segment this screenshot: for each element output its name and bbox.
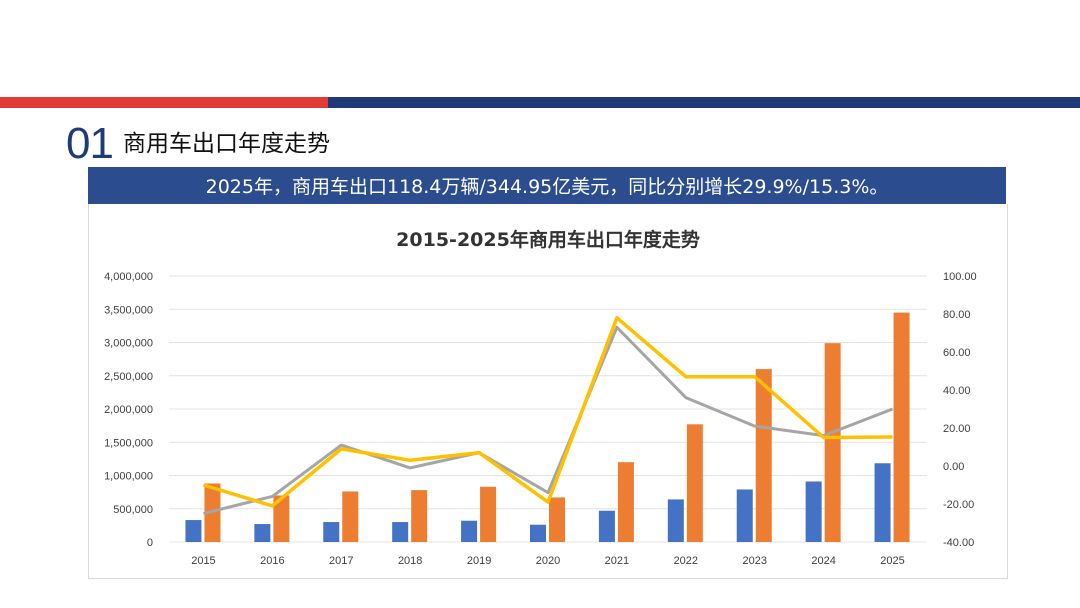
bar-volume [874, 463, 891, 542]
bar-value [893, 312, 910, 542]
y-left-tick-label: 1,500,000 [104, 437, 153, 449]
y-right-tick-label: 60.00 [943, 347, 971, 359]
bar-value [824, 343, 841, 542]
bar-volume [805, 481, 822, 542]
x-tick-label: 2020 [536, 555, 560, 567]
summary-band: 2025年，商用车出口118.4万辆/344.95亿美元，同比分别增长29.9%… [88, 167, 1006, 204]
x-tick-label: 2023 [742, 555, 766, 567]
y-right-tick-label: 100.00 [943, 271, 977, 283]
y-right-tick-label: 40.00 [943, 385, 971, 397]
y-left-tick-label: 3,500,000 [104, 304, 153, 316]
bar-volume [323, 522, 340, 542]
section-number: 01 [66, 119, 114, 168]
y-right-tick-label: 0.00 [943, 461, 964, 473]
x-tick-label: 2018 [398, 555, 422, 567]
x-tick-label: 2024 [811, 555, 835, 567]
y-left-tick-label: 1,000,000 [104, 471, 153, 483]
x-tick-label: 2022 [674, 555, 698, 567]
bar-volume [736, 489, 753, 542]
chart: 2015-2025年商用车出口年度走势 0 500,000 1,000,000 1,5… [104, 228, 977, 567]
bar-volume [392, 522, 409, 542]
bar-value [755, 369, 772, 542]
bar-value [686, 424, 703, 542]
y-right-tick-label: 80.00 [943, 309, 971, 321]
header-stripe-blue [328, 97, 1080, 108]
bar-value [411, 490, 428, 542]
x-tick-label: 2021 [605, 555, 629, 567]
y-right-tick-label: 20.00 [943, 423, 971, 435]
y-left-tick-label: 2,000,000 [104, 404, 153, 416]
bar-value [480, 486, 497, 542]
y-left-tick-label: 500,000 [113, 504, 153, 516]
x-tick-label: 2015 [191, 555, 215, 567]
y-left-tick-label: 4,000,000 [104, 271, 153, 283]
bar-volume [530, 524, 546, 542]
bar-value [342, 491, 359, 542]
bar-volume [598, 510, 615, 542]
summary-text: 2025年，商用车出口118.4万辆/344.95亿美元，同比分别增长29.9%… [205, 176, 889, 198]
x-tick-label: 2019 [467, 555, 491, 567]
bar-volume [667, 499, 684, 542]
bar-volume [254, 524, 271, 542]
y-left-tick-label: 2,500,000 [104, 371, 153, 383]
x-tick-label: 2017 [329, 555, 353, 567]
y-left-tick-label: 3,000,000 [104, 338, 153, 350]
y-left-tick-label: 0 [147, 537, 153, 549]
bar-value [549, 497, 565, 542]
x-tick-label: 2016 [260, 555, 284, 567]
y-right-tick-label: -40.00 [943, 537, 974, 549]
bar-volume [185, 520, 202, 542]
section-heading: 01 商用车出口年度走势 [66, 122, 330, 166]
y-right-tick-label: -20.00 [943, 499, 974, 511]
bar-volume [461, 520, 478, 542]
bar-value [617, 462, 634, 542]
bar-value [273, 495, 290, 542]
section-title: 商用车出口年度走势 [122, 131, 330, 157]
growth-line-gray [203, 325, 894, 515]
x-tick-label: 2025 [880, 555, 904, 567]
growth-line-yellow [202, 316, 893, 508]
header-stripe-red [0, 97, 328, 108]
chart-title: 2015-2025年商用车出口年度走势 [396, 228, 700, 251]
chart-card: 2015-2025年商用车出口年度走势 0 500,000 1,000,000 1,5… [88, 204, 1008, 579]
